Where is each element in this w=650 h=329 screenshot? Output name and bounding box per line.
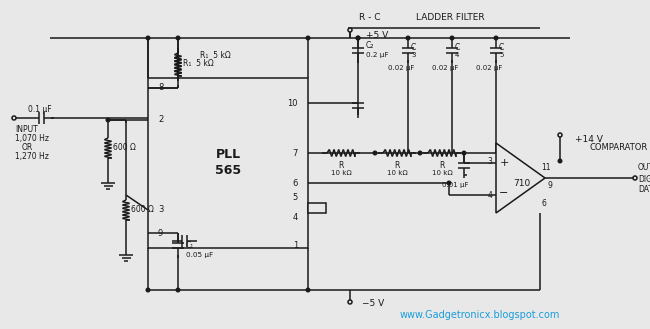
Circle shape: [348, 28, 352, 32]
Text: C₂: C₂: [366, 41, 374, 50]
Text: INPUT: INPUT: [15, 125, 38, 135]
Text: C: C: [499, 43, 504, 53]
Text: −: −: [499, 188, 509, 198]
Text: 0.2 µF: 0.2 µF: [366, 52, 389, 58]
Circle shape: [146, 288, 150, 292]
Circle shape: [633, 176, 637, 180]
Circle shape: [12, 116, 16, 120]
Text: R: R: [338, 161, 344, 169]
Circle shape: [306, 288, 310, 292]
Text: R₁  5 kΩ: R₁ 5 kΩ: [183, 59, 214, 67]
Text: 6: 6: [541, 198, 546, 208]
Text: 5: 5: [499, 52, 503, 58]
Polygon shape: [496, 143, 545, 213]
Text: 6: 6: [292, 179, 298, 188]
Text: 7: 7: [292, 148, 298, 158]
Text: 10 kΩ: 10 kΩ: [331, 170, 352, 176]
Text: 9: 9: [547, 182, 552, 190]
Text: +5 V: +5 V: [366, 31, 388, 39]
Text: 600 Ω: 600 Ω: [113, 143, 136, 153]
Circle shape: [447, 181, 451, 185]
Circle shape: [558, 159, 562, 163]
Text: 5: 5: [292, 193, 298, 203]
Text: 0.02 µF: 0.02 µF: [432, 65, 458, 71]
Text: R: R: [439, 161, 445, 169]
Text: OR: OR: [22, 143, 33, 153]
Text: www.Gadgetronicx.blogspot.com: www.Gadgetronicx.blogspot.com: [400, 310, 560, 320]
Circle shape: [146, 36, 150, 40]
Text: 4: 4: [487, 190, 492, 199]
Text: 9: 9: [158, 229, 163, 238]
Text: R - C: R - C: [359, 13, 381, 22]
Text: 1,270 Hz: 1,270 Hz: [15, 153, 49, 162]
Circle shape: [176, 288, 180, 292]
Text: 0.02 µF: 0.02 µF: [476, 65, 502, 71]
Circle shape: [558, 133, 562, 137]
Circle shape: [494, 36, 498, 40]
Circle shape: [450, 36, 454, 40]
Text: 600 Ω: 600 Ω: [131, 206, 154, 215]
Circle shape: [356, 36, 360, 40]
Text: 3: 3: [487, 157, 492, 165]
Text: 1,070 Hz: 1,070 Hz: [15, 135, 49, 143]
Text: 0.05 µF: 0.05 µF: [186, 252, 213, 258]
Text: +14 V: +14 V: [575, 135, 603, 143]
Text: LADDER FILTER: LADDER FILTER: [416, 13, 484, 22]
Text: COMPARATOR: COMPARATOR: [590, 143, 648, 153]
Circle shape: [373, 151, 377, 155]
Text: +: +: [499, 158, 509, 168]
Circle shape: [356, 36, 360, 40]
Circle shape: [176, 36, 180, 40]
Text: C: C: [455, 43, 460, 53]
Circle shape: [306, 36, 310, 40]
Text: PLL: PLL: [215, 148, 240, 162]
Circle shape: [106, 118, 110, 122]
Text: 4: 4: [455, 52, 460, 58]
Text: 2: 2: [158, 115, 163, 124]
Text: 8: 8: [158, 84, 163, 92]
Text: 565: 565: [215, 164, 241, 178]
Text: C₁: C₁: [186, 240, 194, 249]
Text: C: C: [411, 43, 416, 53]
Bar: [148, 78, 308, 248]
Text: DIGITAL: DIGITAL: [638, 174, 650, 184]
Text: R: R: [395, 161, 400, 169]
Text: OUTPUT: OUTPUT: [638, 164, 650, 172]
Text: 3: 3: [158, 206, 163, 215]
Circle shape: [406, 36, 410, 40]
Text: 10 kΩ: 10 kΩ: [432, 170, 452, 176]
Text: 11: 11: [541, 164, 551, 172]
Bar: [308, 203, 326, 213]
Text: 0.01 µF: 0.01 µF: [442, 182, 469, 188]
Circle shape: [418, 151, 422, 155]
Circle shape: [462, 151, 466, 155]
Text: 4: 4: [292, 214, 298, 222]
Text: 0.1 µF: 0.1 µF: [28, 106, 52, 114]
Circle shape: [348, 300, 352, 304]
Text: 0.02 µF: 0.02 µF: [388, 65, 415, 71]
Text: 710: 710: [514, 179, 530, 188]
Text: 3: 3: [411, 52, 415, 58]
Text: 1: 1: [292, 240, 298, 249]
Text: DATA: DATA: [638, 185, 650, 193]
Text: −5 V: −5 V: [362, 299, 384, 309]
Text: 10: 10: [287, 98, 298, 108]
Text: 10 kΩ: 10 kΩ: [387, 170, 408, 176]
Text: R₁  5 kΩ: R₁ 5 kΩ: [200, 52, 231, 61]
